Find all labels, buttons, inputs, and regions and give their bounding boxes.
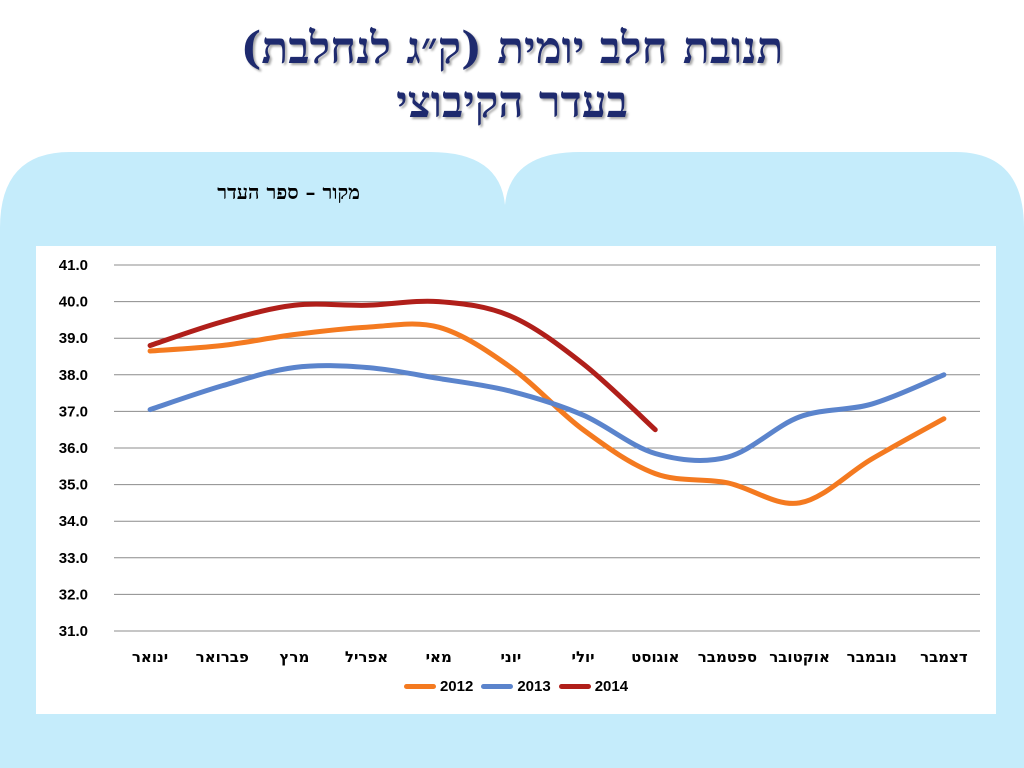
y-tick-label: 37.0 bbox=[59, 403, 88, 420]
title-line-1: תנובת חלב יומית (ק״ג לנחלבת) bbox=[240, 23, 784, 74]
line-chart: 31.0 32.0 33.0 34.0 35.0 36.0 37.0 38.0 39.0 40.0… bbox=[59, 257, 980, 666]
y-tick-label: 36.0 bbox=[59, 440, 88, 457]
series-line-2013 bbox=[147, 363, 947, 463]
x-tick-label: ינואר bbox=[132, 648, 168, 666]
x-tick-label: דצמבר bbox=[920, 648, 968, 666]
y-tick-label: 39.0 bbox=[59, 330, 88, 347]
legend-item-2012: 2012 bbox=[403, 678, 474, 695]
legend-item-2013: 2013 bbox=[481, 678, 551, 695]
legend-label: 2012 bbox=[439, 678, 474, 695]
x-tick-label: יוני bbox=[501, 648, 522, 666]
legend-swatch bbox=[481, 684, 514, 689]
legend-swatch bbox=[403, 684, 436, 689]
x-tick-label: נובמבר bbox=[847, 648, 897, 666]
y-tick-label: 31.0 bbox=[59, 623, 88, 640]
legend-swatch bbox=[558, 684, 591, 689]
legend-item-2014: 2014 bbox=[558, 678, 629, 695]
x-tick-label: אפריל bbox=[345, 648, 388, 666]
x-tick-label: אוקטובר bbox=[769, 648, 830, 666]
x-tick-label: מרץ bbox=[280, 648, 310, 666]
y-tick-label: 34.0 bbox=[59, 513, 88, 530]
y-tick-label: 35.0 bbox=[59, 477, 88, 494]
x-tick-label: יולי bbox=[572, 648, 595, 666]
legend-label: 2013 bbox=[517, 678, 551, 695]
y-tick-label: 33.0 bbox=[59, 550, 88, 567]
x-tick-label: מאי bbox=[426, 648, 452, 666]
y-tick-label: 41.0 bbox=[59, 257, 88, 274]
y-tick-label: 40.0 bbox=[59, 294, 88, 311]
legend-label: 2014 bbox=[594, 678, 629, 695]
source-note: מקור – ספר העדר bbox=[217, 180, 360, 204]
slide-title: תנובת חלב יומית (ק״ג לנחלבת) בעדר הקיבוצ… bbox=[0, 22, 1024, 130]
x-tick-label: פברואר bbox=[196, 648, 249, 666]
series-line-2014 bbox=[147, 298, 658, 433]
chart-legend: 2012 2013 2014 bbox=[36, 678, 996, 695]
x-tick-label: אוגוסט bbox=[631, 648, 679, 666]
x-tick-label: ספטמבר bbox=[698, 648, 757, 666]
series-line-2012 bbox=[147, 321, 947, 506]
title-line-2: בעדר הקיבוצי bbox=[396, 77, 628, 128]
y-tick-label: 32.0 bbox=[59, 586, 88, 603]
y-tick-label: 38.0 bbox=[59, 367, 88, 384]
chart-area: 31.0 32.0 33.0 34.0 35.0 36.0 37.0 38.0 39.0 40.0… bbox=[36, 246, 996, 714]
